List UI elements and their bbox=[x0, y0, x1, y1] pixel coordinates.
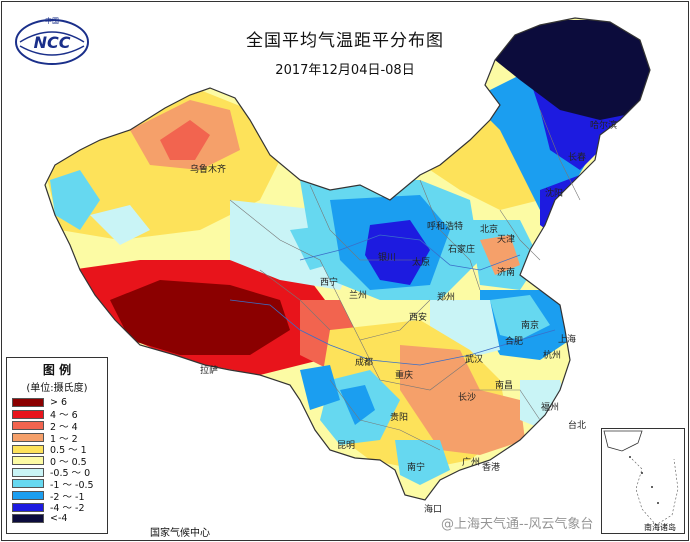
city-label: 台北 bbox=[568, 419, 586, 431]
legend-item: -0.5 ～ 0 bbox=[7, 467, 107, 479]
legend-label: > 6 bbox=[50, 397, 68, 409]
city-label: 太原 bbox=[412, 256, 430, 268]
legend-swatch bbox=[12, 421, 44, 431]
city-label: 成都 bbox=[355, 356, 373, 368]
city-label: 长沙 bbox=[458, 391, 476, 403]
legend-swatch bbox=[12, 444, 44, 454]
city-label: 西安 bbox=[409, 311, 427, 323]
legend-item: 2 ～ 4 bbox=[7, 420, 107, 433]
legend-item: > 6 bbox=[7, 397, 107, 409]
city-label: 济南 bbox=[497, 266, 515, 278]
legend-title: 图 例 bbox=[42, 363, 72, 377]
legend-swatch bbox=[12, 502, 44, 512]
city-label: 沈阳 bbox=[545, 187, 563, 199]
legend-item: -2 ～ -1 bbox=[7, 490, 107, 503]
legend-swatch bbox=[12, 491, 44, 501]
legend-swatch bbox=[12, 409, 44, 419]
city-label: 北京 bbox=[480, 223, 498, 235]
city-label: 广州 bbox=[462, 456, 480, 468]
city-label: 呼和浩特 bbox=[427, 220, 463, 232]
city-label: 杭州 bbox=[543, 349, 561, 361]
legend-item: <-4 bbox=[7, 513, 107, 525]
city-label: 银川 bbox=[378, 251, 396, 263]
legend-label: -4 ～ -2 bbox=[50, 503, 85, 515]
city-label: 西宁 bbox=[320, 276, 338, 288]
inset-map bbox=[603, 430, 679, 526]
city-label: 海口 bbox=[424, 503, 442, 515]
city-label: 哈尔滨 bbox=[590, 119, 617, 131]
legend-label: 1 ～ 2 bbox=[50, 433, 78, 445]
watermark: @上海天气通--风云气象台 bbox=[441, 517, 594, 532]
logo-caption: 中国 bbox=[45, 16, 59, 25]
legend-swatch bbox=[12, 433, 44, 443]
city-labels: 乌鲁木齐 哈尔滨 长春 沈阳 呼和浩特 北京 天津 石家庄 太原 银川 济南 西… bbox=[190, 119, 617, 515]
legend-label: -1 ～ -0.5 bbox=[50, 479, 94, 491]
city-label: 南昌 bbox=[495, 379, 513, 391]
city-label: 乌鲁木齐 bbox=[190, 163, 226, 175]
legend-item: -4 ～ -2 bbox=[7, 501, 107, 515]
legend-label: 4 ～ 6 bbox=[50, 410, 78, 422]
city-label: 拉萨 bbox=[200, 364, 218, 376]
city-label: 郑州 bbox=[437, 291, 455, 303]
legend-label: <-4 bbox=[50, 513, 68, 525]
inset-label: 南海诸岛 bbox=[644, 523, 676, 532]
province-boundaries bbox=[229, 109, 581, 451]
ncc-logo: NCC 中国 bbox=[15, 16, 89, 65]
map-title: 全国平均气温距平分布图 bbox=[246, 31, 444, 51]
legend-item: 0 ～ 0.5 bbox=[7, 455, 107, 468]
map-subtitle: 2017年12月04日-08日 bbox=[275, 63, 415, 78]
rivers bbox=[229, 234, 556, 366]
south-china-sea-inset bbox=[601, 428, 685, 534]
city-label: 南京 bbox=[521, 319, 539, 331]
city-label: 香港 bbox=[482, 461, 500, 473]
legend-item: 1 ～ 2 bbox=[7, 432, 107, 445]
city-label: 福州 bbox=[541, 401, 559, 413]
legend-unit: (单位:摄氏度) bbox=[26, 383, 88, 394]
legend-label: 2 ～ 4 bbox=[50, 421, 78, 433]
legend-swatch bbox=[12, 479, 44, 489]
city-label: 天津 bbox=[497, 234, 515, 245]
city-label: 重庆 bbox=[395, 369, 413, 381]
legend-item: 0.5 ～ 1 bbox=[7, 443, 107, 457]
city-label: 武汉 bbox=[465, 353, 483, 365]
city-label: 上海 bbox=[558, 333, 576, 345]
legend-label: -0.5 ～ 0 bbox=[50, 468, 91, 480]
legend-item: -1 ～ -0.5 bbox=[7, 478, 107, 491]
city-label: 南宁 bbox=[407, 461, 425, 473]
legend-swatch bbox=[12, 467, 44, 477]
city-label: 长春 bbox=[568, 151, 586, 163]
legend-swatch bbox=[12, 398, 44, 408]
legend-swatch bbox=[12, 514, 44, 524]
agency-label: 国家气候中心 bbox=[150, 528, 210, 539]
legend-swatch bbox=[12, 456, 44, 466]
city-label: 兰州 bbox=[349, 289, 367, 301]
logo-text: NCC bbox=[34, 33, 71, 52]
city-label: 合肥 bbox=[505, 335, 523, 347]
legend-label: -2 ～ -1 bbox=[50, 491, 85, 503]
city-label: 贵阳 bbox=[390, 411, 408, 423]
city-label: 石家庄 bbox=[448, 243, 475, 255]
legend-label: 0.5 ～ 1 bbox=[50, 445, 87, 457]
city-label: 昆明 bbox=[337, 440, 355, 451]
legend-label: 0 ～ 0.5 bbox=[50, 456, 87, 468]
legend-item: 4 ～ 6 bbox=[7, 409, 107, 421]
